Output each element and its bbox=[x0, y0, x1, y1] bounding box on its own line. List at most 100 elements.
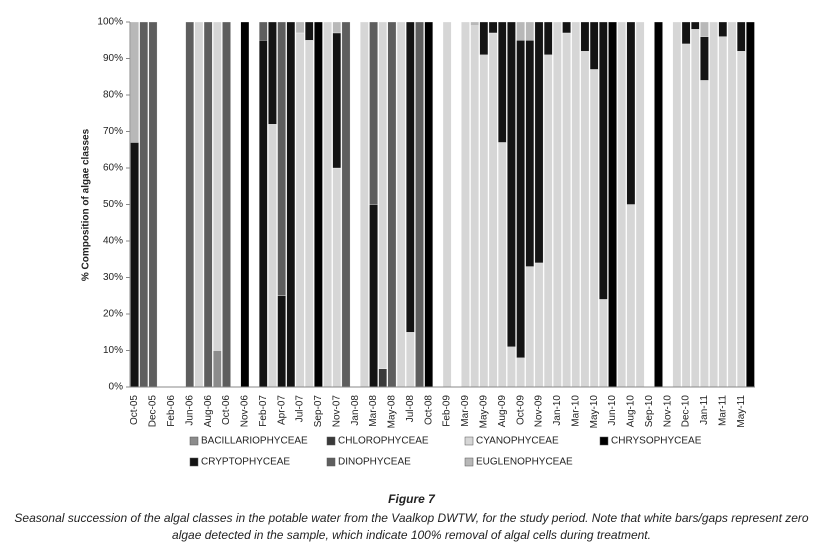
bar-segment bbox=[626, 204, 636, 388]
bar-segment bbox=[213, 350, 222, 388]
x-tick-label: Dec-10 bbox=[681, 395, 692, 428]
x-tick-label: Mar-11 bbox=[717, 395, 728, 426]
bar-segment bbox=[534, 21, 544, 264]
bar-segment bbox=[130, 142, 139, 388]
x-tick-label: May-10 bbox=[589, 395, 600, 429]
legend-swatch bbox=[326, 457, 336, 467]
x-tick-label: Nov-06 bbox=[240, 395, 251, 428]
bar-segment bbox=[736, 51, 746, 388]
legend-label: CYANOPHYCEAE bbox=[476, 436, 559, 447]
bar-segment bbox=[268, 21, 277, 125]
legend-label: CHRYSOPHYCEAE bbox=[611, 436, 702, 447]
x-tick-label: Apr-07 bbox=[276, 395, 287, 425]
bar-segment bbox=[553, 21, 562, 388]
bar-segment bbox=[718, 21, 728, 37]
bar-segment bbox=[497, 21, 507, 143]
x-tick-label: Feb-07 bbox=[258, 395, 269, 427]
x-tick-label: Oct-05 bbox=[129, 395, 140, 425]
bar-segment bbox=[148, 21, 158, 388]
bar-segment bbox=[599, 299, 608, 388]
bar-segment bbox=[580, 51, 590, 388]
bar-segment bbox=[222, 21, 231, 388]
x-tick-label: Aug-06 bbox=[203, 395, 214, 428]
chart: % Composition of algae classes 0% 10% 20% 3… bbox=[81, 17, 755, 468]
x-tick-label: Mar-10 bbox=[570, 395, 581, 427]
bar-segment bbox=[369, 204, 378, 388]
bar-segment bbox=[635, 21, 645, 388]
bar-segment bbox=[525, 21, 535, 41]
bar-segment bbox=[589, 21, 599, 70]
bar-segment bbox=[580, 21, 590, 52]
bar-segment bbox=[543, 21, 553, 55]
x-tick-label: May-09 bbox=[479, 395, 490, 429]
bar-segment bbox=[543, 54, 553, 388]
bar-segment bbox=[488, 21, 498, 34]
figure-title: Figure 7 bbox=[388, 492, 435, 506]
bar-segment bbox=[387, 21, 397, 388]
bar-segment bbox=[507, 346, 516, 388]
bar-segment bbox=[424, 21, 433, 388]
y-tick-label: 30% bbox=[103, 272, 123, 283]
y-tick-label: 90% bbox=[103, 53, 123, 64]
bar-segment bbox=[360, 21, 369, 388]
bar-segment bbox=[378, 21, 388, 369]
x-tick-label: Nov-07 bbox=[331, 395, 342, 428]
bar-segment bbox=[488, 32, 498, 388]
y-tick-label: 0% bbox=[109, 382, 124, 393]
y-tick-label: 10% bbox=[103, 345, 123, 356]
x-tick-label: Sep-07 bbox=[313, 395, 324, 428]
bar-segment bbox=[746, 21, 755, 388]
x-tick-label: Nov-10 bbox=[662, 395, 673, 428]
y-tick-label: 20% bbox=[103, 309, 123, 320]
x-tick-label: Jul-07 bbox=[295, 395, 306, 423]
x-tick-label: Jan-11 bbox=[699, 395, 710, 425]
bar-segment bbox=[617, 21, 626, 388]
bar-segment bbox=[139, 21, 149, 388]
legend-swatch bbox=[599, 436, 609, 446]
bar-segment bbox=[589, 69, 599, 388]
bar-segment bbox=[672, 21, 682, 388]
bar-segment bbox=[516, 21, 525, 41]
bar-segment bbox=[194, 21, 204, 388]
bar-segment bbox=[479, 21, 489, 55]
legend-swatch bbox=[326, 436, 336, 446]
legend-swatch bbox=[464, 436, 474, 446]
bar-segment bbox=[332, 167, 342, 388]
x-tick-label: Feb-09 bbox=[442, 395, 453, 427]
y-tick-label: 80% bbox=[103, 90, 123, 101]
bar-segment bbox=[461, 21, 470, 388]
legend-label: CRYPTOPHYCEAE bbox=[201, 457, 290, 468]
caption-line: algae detected in the sample, which indi… bbox=[172, 528, 651, 542]
bar-segment bbox=[562, 21, 571, 34]
bar-segment bbox=[516, 40, 525, 358]
bar-segment bbox=[277, 21, 286, 296]
bar-segment bbox=[654, 21, 663, 388]
x-tick-label: Jun-06 bbox=[184, 395, 195, 426]
bar-segment bbox=[323, 21, 332, 388]
bar-segment bbox=[516, 357, 525, 388]
bar-segment bbox=[700, 21, 709, 37]
x-tick-label: May-11 bbox=[736, 395, 747, 428]
x-tick-label: Oct-09 bbox=[515, 395, 526, 425]
bar-segment bbox=[203, 21, 213, 388]
legend-swatch bbox=[464, 457, 474, 467]
legend-label: CHLOROPHYCEAE bbox=[338, 436, 429, 447]
bar-segment bbox=[286, 21, 296, 388]
bar-segment bbox=[534, 262, 544, 388]
x-tick-label: Jul-08 bbox=[405, 395, 416, 423]
y-tick-label: 50% bbox=[103, 199, 123, 210]
bar-segment bbox=[681, 21, 691, 45]
legend-swatch bbox=[189, 457, 199, 467]
x-tick-label: Sep-10 bbox=[644, 395, 655, 428]
bar-segment bbox=[718, 36, 728, 388]
bar-segment bbox=[700, 80, 709, 388]
bar-segment bbox=[727, 21, 737, 388]
y-axis-label: % Composition of algae classes bbox=[81, 128, 92, 281]
bar-segment bbox=[479, 54, 489, 388]
y-tick-label: 70% bbox=[103, 126, 123, 137]
bar-segment bbox=[691, 29, 700, 388]
bar-segment bbox=[406, 332, 415, 388]
x-tick-label: Feb-06 bbox=[166, 395, 177, 427]
bar-segment bbox=[314, 21, 323, 388]
